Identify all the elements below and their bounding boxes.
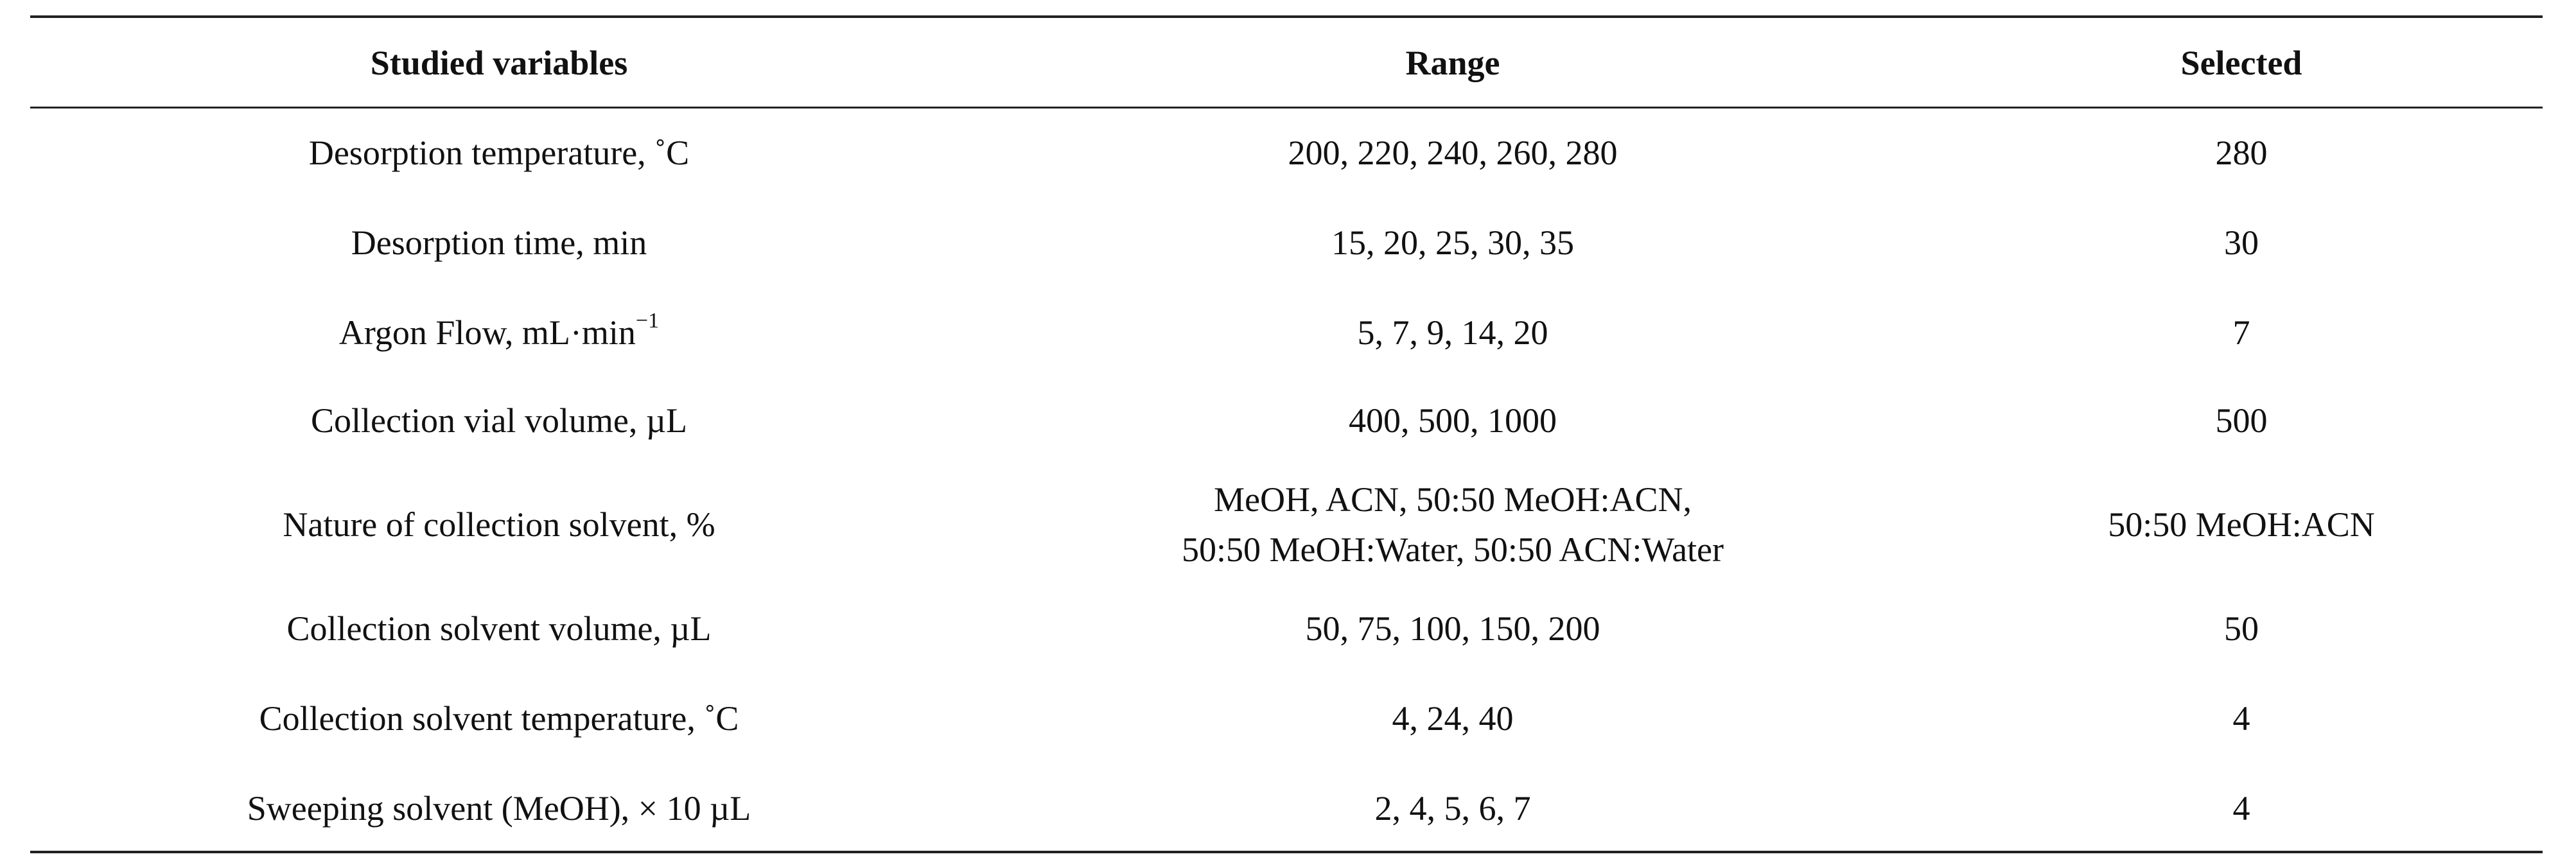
table-cell: Collection vial volume, µL xyxy=(310,401,688,440)
table-cell: 50 xyxy=(2224,609,2259,648)
header-rule xyxy=(30,107,2543,109)
table-cell: 7 xyxy=(2232,313,2250,352)
table-cell: Collection solvent temperature, ˚C xyxy=(259,699,739,738)
column-header: Studied variables xyxy=(370,44,628,82)
cell-text: Argon Flow, mL·min xyxy=(338,313,636,352)
column-header: Range xyxy=(1405,44,1500,82)
table-cell: MeOH, ACN, 50:50 MeOH:ACN, 50:50 MeOH:Wat… xyxy=(1182,474,1724,575)
table-cell: 200, 220, 240, 260, 280 xyxy=(1288,134,1618,172)
table-cell: 50:50 MeOH:ACN xyxy=(2108,505,2375,544)
table-cell: 280 xyxy=(2215,134,2268,172)
cell-line: MeOH, ACN, 50:50 MeOH:ACN, xyxy=(1213,480,1692,519)
table-cell: Argon Flow, mL·min−1 xyxy=(339,308,659,358)
cell-line: 50:50 MeOH:Water, 50:50 ACN:Water xyxy=(1182,530,1724,569)
table-cell: 400, 500, 1000 xyxy=(1349,401,1557,440)
table-cell: 4, 24, 40 xyxy=(1392,699,1514,738)
table-cell: 500 xyxy=(2215,401,2268,440)
top-rule xyxy=(30,15,2543,18)
table-cell: Desorption temperature, ˚C xyxy=(308,134,690,172)
table-cell: 5, 7, 9, 14, 20 xyxy=(1357,313,1548,352)
column-header: Selected xyxy=(2180,44,2302,82)
table-cell: Nature of collection solvent, % xyxy=(283,505,715,544)
table-cell: 50, 75, 100, 150, 200 xyxy=(1305,609,1600,648)
table-cell: Desorption time, min xyxy=(351,223,647,262)
table-cell: 2, 4, 5, 6, 7 xyxy=(1374,789,1531,828)
table-cell: 30 xyxy=(2224,223,2259,262)
table-cell: 4 xyxy=(2232,789,2250,828)
table-cell: Collection solvent volume, µL xyxy=(286,609,712,648)
superscript: −1 xyxy=(635,309,660,333)
table-cell: Sweeping solvent (MeOH), × 10 µL xyxy=(247,789,751,828)
table-cell: 4 xyxy=(2232,699,2250,738)
bottom-rule xyxy=(30,851,2543,853)
table-cell: 15, 20, 25, 30, 35 xyxy=(1331,223,1574,262)
